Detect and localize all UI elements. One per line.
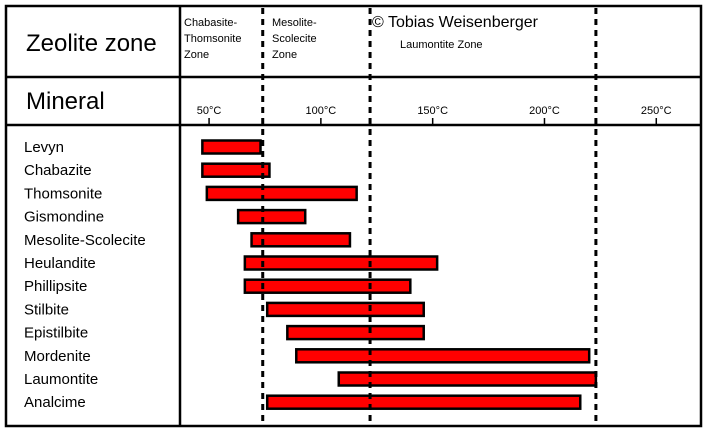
zone-label-chabasite-thomsonite: Chabasite- Thomsonite Zone xyxy=(184,17,245,61)
x-tick-label: 250°C xyxy=(641,105,672,117)
bar-heulandite xyxy=(243,255,439,271)
x-tick-label: 200°C xyxy=(529,105,560,117)
chart-frame xyxy=(4,4,703,428)
category-label: Chabazite xyxy=(24,162,92,179)
bar-gismondine xyxy=(236,208,307,225)
category-label: Heulandite xyxy=(24,255,96,272)
bar-phillipsite xyxy=(243,278,412,294)
x-tick-label: 50°C xyxy=(197,105,222,117)
bar-mordenite xyxy=(295,348,591,364)
zone-label-mesolite-scolecite: Mesolite- Scolecite Zone xyxy=(272,17,320,61)
zone-boundaries xyxy=(261,8,598,424)
bar-analcime xyxy=(265,394,582,410)
bar-stilbite xyxy=(265,301,425,318)
copyright-credit: © Tobias Weisenberger xyxy=(372,14,539,31)
category-label: Thomsonite xyxy=(24,185,102,202)
bar-laumontite xyxy=(337,371,598,387)
x-axis-ticks: 50°C 100°C 150°C 200°C 250°C xyxy=(197,105,672,125)
category-label: Phillipsite xyxy=(24,278,87,295)
category-label: Gismondine xyxy=(24,209,104,226)
bars xyxy=(201,139,598,410)
zone-label-laumontite: Laumontite Zone xyxy=(400,39,483,51)
category-label: Mordenite xyxy=(24,348,91,365)
category-label: Epistilbite xyxy=(24,325,88,342)
bar-levyn xyxy=(201,139,262,155)
bar-epistilbite xyxy=(286,324,425,341)
category-label: Analcime xyxy=(24,394,86,411)
x-tick-label: 100°C xyxy=(306,105,337,117)
category-labels: Levyn Chabazite Thomsonite Gismondine Mesoli… xyxy=(24,139,146,411)
category-label: Laumontite xyxy=(24,371,98,388)
bar-thomsonite xyxy=(205,185,358,202)
category-label: Mesolite-Scolecite xyxy=(24,232,146,249)
mineral-heading: Mineral xyxy=(26,88,105,115)
bar-mesolite-scolecite xyxy=(250,232,352,248)
zone-heading: Zeolite zone xyxy=(26,30,157,57)
bar-chabazite xyxy=(201,162,271,178)
category-label: Levyn xyxy=(24,139,64,156)
x-tick-label: 150°C xyxy=(417,105,448,117)
category-label: Stilbite xyxy=(24,301,69,318)
zone-labels: Chabasite- Thomsonite Zone Mesolite- Sco… xyxy=(184,17,483,61)
